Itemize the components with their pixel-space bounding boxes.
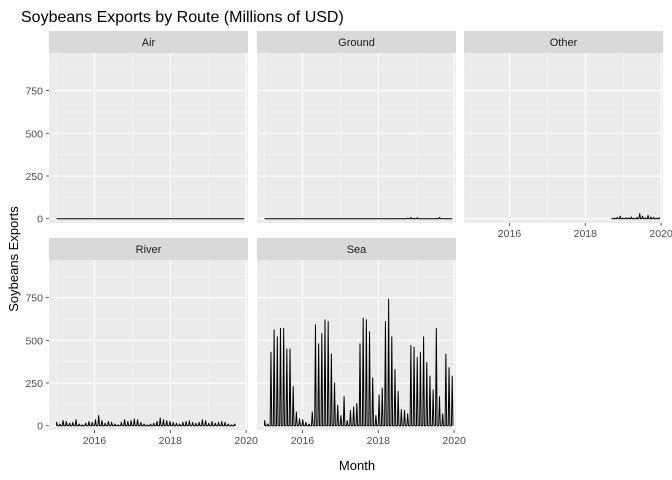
facet-strip-label: River (136, 244, 162, 256)
series-line-river (56, 414, 236, 427)
facet-strip-label: Other (550, 37, 578, 49)
y-tick-label: 0 (37, 214, 43, 226)
series-line-sea (264, 298, 454, 427)
facet-ground: Ground (257, 31, 456, 223)
x-tick-label: 2020 (234, 435, 258, 447)
facet-strip (49, 238, 248, 260)
x-tick-label: 2018 (367, 435, 391, 447)
y-tick-label: 750 (25, 86, 43, 98)
facet-strip (49, 31, 248, 53)
facet-strip (257, 238, 456, 260)
facet-river: River 0 250 500 750 2016 2018 2020 (25, 238, 258, 447)
facet-air: Air 0 250 500 750 (25, 31, 248, 226)
y-tick-label: 250 (25, 171, 43, 183)
facet-strip-label: Ground (338, 37, 375, 49)
x-tick-label: 2018 (159, 435, 183, 447)
y-tick-label: 500 (25, 335, 43, 347)
y-axis-title: Soybeans Exports (6, 206, 21, 312)
facet-strip-label: Sea (347, 244, 367, 256)
facet-strip (257, 31, 456, 53)
series-line-ground (264, 216, 453, 220)
series-line-other (611, 213, 661, 220)
y-tick-label: 0 (37, 421, 43, 433)
x-tick-label: 2020 (649, 228, 672, 240)
y-tick-label: 500 (25, 128, 43, 140)
panel-background (257, 53, 456, 223)
panel-background (49, 260, 248, 430)
x-tick-label: 2020 (442, 435, 466, 447)
panel-background (464, 53, 663, 223)
facet-strip (464, 31, 663, 53)
x-tick-label: 2018 (574, 228, 598, 240)
x-tick-label: 2016 (83, 435, 107, 447)
facet-other: Other 2016 2018 2020 (464, 31, 672, 240)
panel-background (49, 53, 248, 223)
chart-title: Soybeans Exports by Route (Millions of U… (21, 9, 344, 26)
x-tick-label: 2016 (498, 228, 522, 240)
y-tick-label: 750 (25, 293, 43, 305)
x-axis-title: Month (339, 458, 375, 473)
facet-strip-label: Air (142, 37, 156, 49)
y-tick-label: 250 (25, 378, 43, 390)
facet-sea: Sea 2016 2018 2020 (257, 238, 466, 447)
x-tick-label: 2016 (291, 435, 315, 447)
